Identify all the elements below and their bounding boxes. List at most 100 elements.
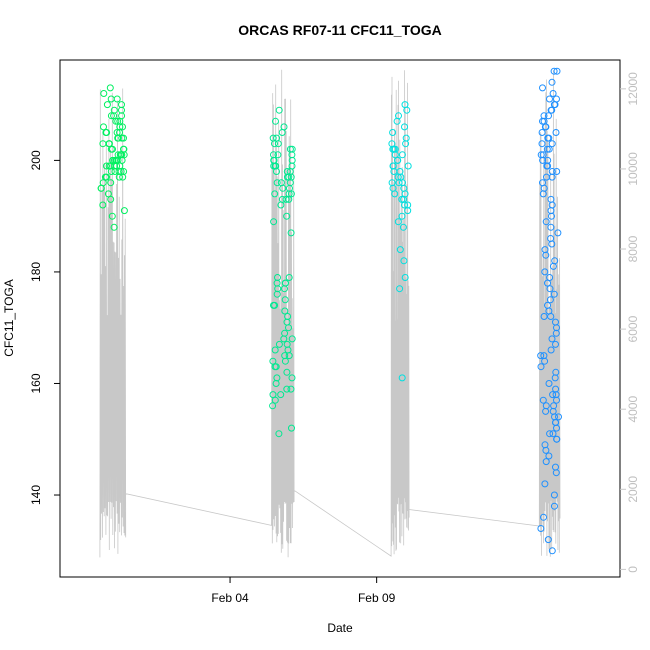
x-tick-label-1: Feb 09 — [358, 591, 396, 605]
point-RF07-16 — [120, 168, 128, 175]
point-RF08-47 — [271, 190, 279, 198]
point-RF07-66 — [105, 140, 113, 148]
point-RF11-85 — [545, 134, 553, 142]
point-RF11-43 — [552, 318, 559, 326]
point-RF07-47 — [100, 123, 107, 131]
point-RF11-37 — [537, 352, 545, 360]
point-RF09-28 — [398, 151, 406, 159]
point-RF11-80 — [545, 145, 553, 153]
point-RF08-0 — [275, 430, 283, 438]
point-RF11-2 — [537, 525, 545, 532]
point-RF08-24 — [281, 329, 289, 337]
right-tick-label-1: 2000 — [626, 476, 640, 503]
point-RF08-78 — [270, 162, 278, 170]
point-RF11-47 — [544, 301, 551, 309]
point-RF07-62 — [111, 168, 119, 175]
point-RF11-62 — [542, 218, 550, 226]
point-RF07-0 — [110, 223, 118, 231]
point-RF11-79 — [537, 151, 545, 159]
point-RF09-1 — [396, 285, 404, 293]
point-RF09-3 — [400, 257, 408, 265]
point-RF11-6 — [541, 480, 549, 488]
point-RF11-40 — [548, 335, 556, 343]
point-RF07-33 — [109, 145, 116, 153]
point-RF11-59 — [547, 235, 555, 242]
point-RF07-68 — [118, 112, 126, 120]
point-RF09-2 — [401, 274, 409, 281]
point-RF11-5 — [550, 491, 558, 499]
point-RF07-56 — [118, 101, 125, 109]
point-RF11-34 — [537, 363, 545, 371]
point-RF11-8 — [552, 463, 559, 471]
plot-frame — [59, 59, 621, 578]
point-RF11-69 — [539, 179, 546, 187]
point-RF11-30 — [552, 385, 560, 393]
point-RF11-55 — [551, 257, 559, 265]
point-RF09-42 — [391, 145, 399, 153]
right-tick-label-4: 8000 — [626, 235, 640, 262]
point-RF08-45 — [282, 195, 290, 203]
point-RF11-29 — [549, 391, 557, 399]
point-RF11-76 — [544, 156, 552, 164]
point-RF11-52 — [546, 274, 554, 281]
point-RF09-4 — [396, 246, 404, 254]
point-RF08-39 — [274, 274, 281, 281]
point-RF09-41 — [404, 162, 412, 170]
point-RF11-103 — [550, 67, 558, 75]
point-RF11-9 — [542, 458, 550, 466]
y-axis-right: 0 2000 4000 6000 8000 10000 12000 — [620, 72, 640, 573]
point-RF08-40 — [287, 229, 295, 237]
point-RF11-33 — [552, 368, 560, 376]
point-RF07-60 — [106, 84, 114, 92]
point-RF08-19 — [271, 346, 279, 354]
point-RF11-10 — [545, 452, 553, 460]
point-RF08-5 — [269, 391, 277, 399]
chart-title: ORCAS RF07-11 CFC11_TOGA — [238, 22, 442, 38]
point-RF07-45 — [103, 129, 111, 136]
y-tick-label-3: 200 — [29, 150, 43, 170]
point-RF09-33 — [402, 134, 410, 142]
point-RF08-80 — [271, 140, 278, 148]
point-RF11-98 — [546, 95, 553, 103]
point-RF08-10 — [288, 374, 296, 382]
point-RF07-3 — [99, 201, 107, 209]
point-RF11-16 — [546, 430, 554, 438]
point-RF08-21 — [283, 340, 291, 348]
point-RF07-53 — [107, 112, 115, 120]
point-RF11-93 — [540, 112, 548, 120]
point-RF11-86 — [538, 129, 546, 136]
point-RF08-79 — [270, 151, 277, 159]
point-RF11-60 — [554, 229, 562, 237]
point-RF08-22 — [288, 335, 296, 343]
altitude-trace — [99, 69, 561, 558]
point-RF11-66 — [547, 195, 555, 203]
point-RF11-27 — [539, 396, 547, 404]
point-RF07-61 — [101, 173, 109, 181]
y-tick-label-0: 140 — [29, 485, 43, 505]
right-tick-label-6: 12000 — [626, 72, 640, 106]
point-RF11-87 — [552, 129, 560, 136]
x-axis: Feb 04 Feb 09 — [211, 577, 396, 605]
point-RF08-37 — [282, 279, 289, 287]
point-RF08-20 — [275, 340, 283, 348]
point-RF08-73 — [280, 123, 288, 131]
point-RF09-0 — [398, 374, 406, 382]
point-RF07-51 — [114, 117, 122, 125]
point-RF08-38 — [285, 274, 293, 281]
point-RF08-41 — [270, 218, 278, 226]
point-RF11-95 — [547, 106, 555, 114]
altitude-line — [99, 69, 561, 558]
point-RF07-2 — [120, 207, 128, 215]
point-RF11-25 — [542, 402, 550, 410]
point-RF11-21 — [555, 413, 562, 421]
y-axis-left: 140 160 180 200 — [29, 150, 60, 505]
point-RF09-34 — [389, 129, 397, 136]
point-RF08-15 — [269, 357, 277, 365]
point-RF07-1 — [108, 212, 116, 220]
point-RF09-12 — [398, 195, 406, 203]
point-RF11-3 — [540, 513, 547, 521]
y-tick-label-1: 160 — [29, 373, 43, 393]
point-RF07-8 — [107, 179, 115, 187]
point-RF11-0 — [548, 547, 556, 555]
